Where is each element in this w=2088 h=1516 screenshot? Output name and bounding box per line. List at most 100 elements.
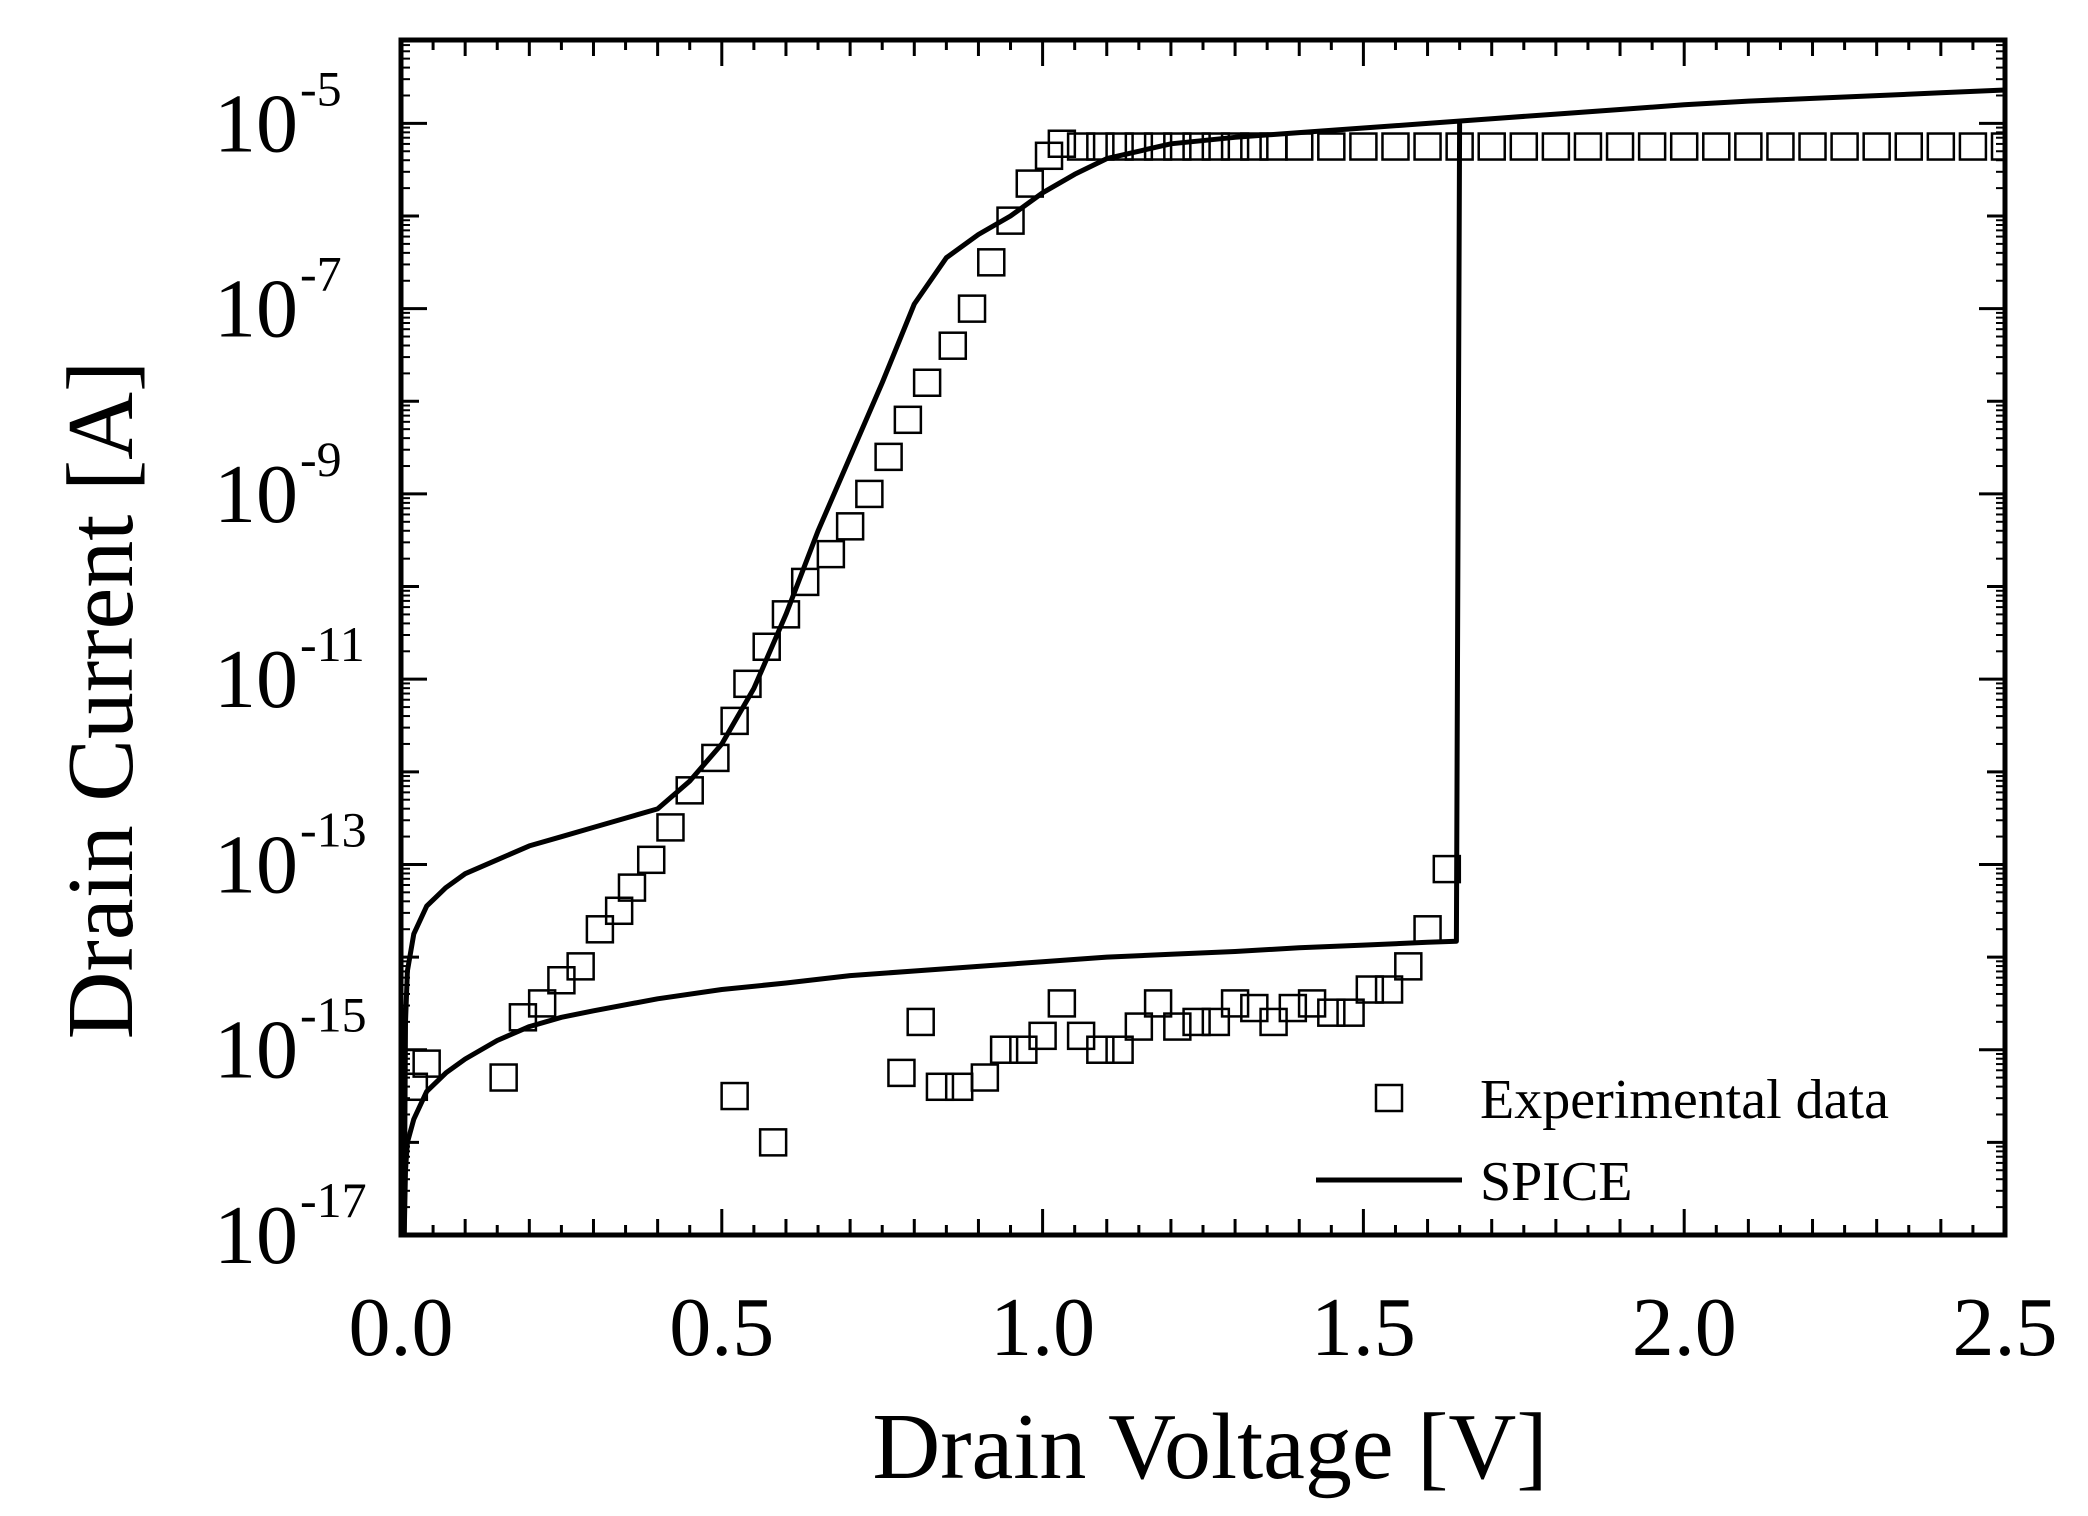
data-point: [656, 813, 685, 842]
y-tick-label-base: 10: [214, 1004, 298, 1097]
data-point: [1349, 132, 1378, 161]
x-tick-labels: 0.0 0.5 1.0 1.5 2.0 2.5: [349, 1281, 2058, 1374]
data-point: [1509, 132, 1539, 161]
data-point: [874, 442, 903, 472]
data-point: [1381, 132, 1410, 161]
y-tick-label-base: 10: [214, 77, 298, 170]
data-point: [1163, 132, 1192, 161]
data-point: [1317, 132, 1346, 161]
data-point: [1201, 132, 1231, 161]
y-tick-label-exponent: -13: [300, 801, 367, 857]
y-tick-label-exponent: -5: [300, 60, 342, 116]
data-point: [1637, 132, 1667, 161]
data-point: [790, 567, 820, 597]
data-point: [1830, 132, 1859, 161]
data-point: [1182, 132, 1211, 161]
data-point: [1124, 132, 1154, 161]
data-point: [957, 294, 987, 323]
data-point: [1220, 132, 1250, 161]
x-axis-title: Drain Voltage [V]: [872, 1395, 1547, 1499]
data-point: [758, 1128, 788, 1157]
data-point: [733, 669, 762, 699]
x-tick-label: 1.0: [990, 1281, 1095, 1374]
data-point: [1702, 132, 1731, 161]
data-point: [1798, 132, 1827, 161]
data-point: [1163, 1012, 1192, 1041]
data-point: [989, 1035, 1019, 1064]
data-point: [720, 1081, 749, 1111]
data-point: [412, 1049, 441, 1078]
legend: Experimental data SPICE: [1316, 1069, 1889, 1213]
data-point: [1669, 132, 1699, 161]
spice-line-branch: [401, 123, 1463, 1235]
data-point: [970, 1063, 1000, 1092]
y-tick-label-exponent: -9: [300, 431, 342, 487]
data-point: [1124, 1012, 1154, 1041]
data-point: [1066, 132, 1096, 161]
data-point: [996, 206, 1025, 235]
data-point: [1143, 132, 1173, 161]
data-point: [1894, 132, 1924, 161]
data-point: [816, 539, 846, 569]
y-tick-label-base: 10: [214, 448, 298, 541]
data-point: [1297, 989, 1327, 1018]
x-tick-label: 1.5: [1311, 1281, 1416, 1374]
y-tick-label-base: 10: [214, 818, 298, 911]
data-point: [1278, 993, 1308, 1023]
data-point: [701, 743, 730, 773]
data-point: [752, 632, 781, 662]
y-tick-label-base: 10: [214, 633, 298, 726]
data-point: [1201, 1007, 1231, 1037]
data-point: [1394, 952, 1423, 981]
data-point: [1220, 989, 1250, 1018]
data-point: [1766, 132, 1795, 161]
data-point: [566, 952, 595, 981]
data-point: [1047, 989, 1077, 1018]
data-point: [1541, 132, 1571, 161]
spice-series: [401, 87, 2005, 1235]
major-ticks: [399, 40, 2007, 1237]
data-point: [636, 845, 666, 875]
data-point: [1605, 132, 1635, 161]
data-point: [938, 331, 968, 360]
data-point: [977, 248, 1006, 277]
data-point: [1477, 132, 1506, 161]
data-point: [887, 1058, 916, 1088]
data-point: [1143, 989, 1173, 1018]
data-point: [835, 512, 865, 541]
data-point: [944, 1072, 974, 1102]
data-point: [1413, 132, 1442, 161]
x-tick-label: 0.5: [669, 1281, 774, 1374]
data-point: [912, 368, 942, 398]
data-point: [527, 989, 557, 1018]
data-point: [1355, 975, 1385, 1004]
experimental-series: [401, 129, 2005, 1157]
spice-line-branch: [401, 87, 2005, 1235]
legend-label-spice: SPICE: [1480, 1151, 1633, 1213]
data-point: [489, 1063, 518, 1092]
y-axis-title: Drain Current [A]: [49, 361, 153, 1040]
data-point: [1086, 132, 1115, 161]
data-point: [1182, 1007, 1211, 1037]
data-point: [675, 776, 704, 805]
legend-marker-experimental: [1374, 1083, 1404, 1113]
data-point: [617, 873, 647, 902]
x-tick-label: 2.0: [1632, 1281, 1737, 1374]
x-tick-label: 2.5: [1953, 1281, 2058, 1374]
data-point: [1926, 132, 1956, 161]
data-point: [1028, 1021, 1057, 1051]
data-point: [1734, 132, 1763, 161]
data-point: [893, 405, 923, 435]
data-point: [1336, 998, 1365, 1027]
minor-ticks: [401, 40, 2005, 1235]
data-point: [906, 1007, 935, 1037]
data-point: [1990, 132, 2005, 161]
y-tick-label-exponent: -7: [300, 246, 342, 302]
y-tick-label-base: 10: [214, 263, 298, 356]
data-point: [1862, 132, 1891, 161]
data-point: [1105, 1035, 1134, 1064]
data-point: [1284, 132, 1314, 161]
data-point: [1317, 998, 1346, 1027]
data-point: [1958, 132, 1988, 161]
